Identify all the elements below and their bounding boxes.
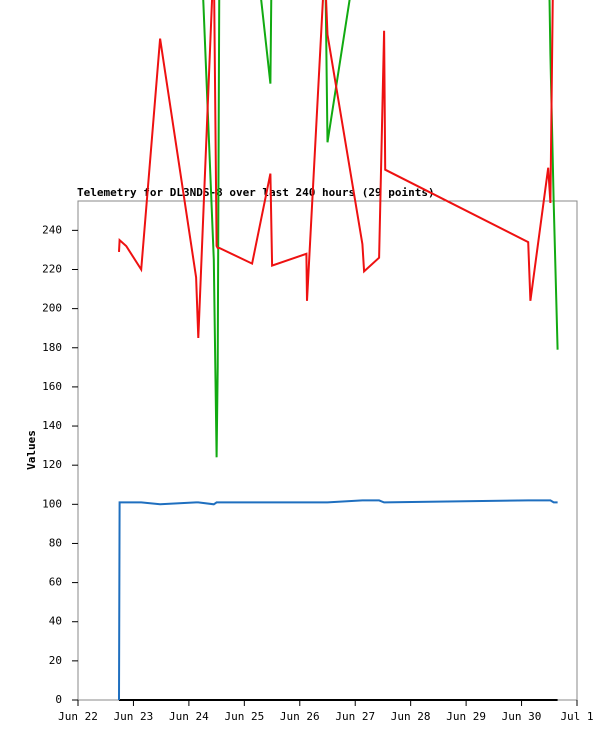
- y-tick-label: 240: [42, 223, 62, 236]
- x-tick-label: Jul 1: [560, 710, 593, 723]
- x-tick-label: Jun 23: [114, 710, 154, 723]
- chart-title: Telemetry for DL3NDS-8 over last 240 hou…: [77, 186, 435, 199]
- x-tick-label: Jun 26: [280, 710, 320, 723]
- y-tick-label: 60: [49, 576, 62, 589]
- series-line: [118, 499, 558, 701]
- y-tick-label: 20: [49, 654, 62, 667]
- x-tick-label: Jun 29: [446, 710, 486, 723]
- y-tick-label: 40: [49, 615, 62, 628]
- y-axis-label: Values: [25, 430, 38, 470]
- y-tick-label: 120: [42, 458, 62, 471]
- x-tick-label: Jun 28: [391, 710, 431, 723]
- series-line: [118, 0, 554, 339]
- x-tick-label: Jun 30: [502, 710, 542, 723]
- x-tick-label: Jun 22: [58, 710, 98, 723]
- y-tick-label: 0: [55, 693, 62, 706]
- x-tick-label: Jun 27: [335, 710, 375, 723]
- x-tick-label: Jun 24: [169, 710, 209, 723]
- plot-frame: [77, 200, 578, 701]
- y-tick-label: 80: [49, 536, 62, 549]
- y-tick-label: 220: [42, 262, 62, 275]
- series-line: [202, 0, 559, 458]
- y-tick-label: 200: [42, 302, 62, 315]
- y-tick-label: 160: [42, 380, 62, 393]
- y-tick-label: 140: [42, 419, 62, 432]
- y-tick-label: 180: [42, 341, 62, 354]
- x-tick-label: Jun 25: [224, 710, 264, 723]
- y-tick-label: 100: [42, 497, 62, 510]
